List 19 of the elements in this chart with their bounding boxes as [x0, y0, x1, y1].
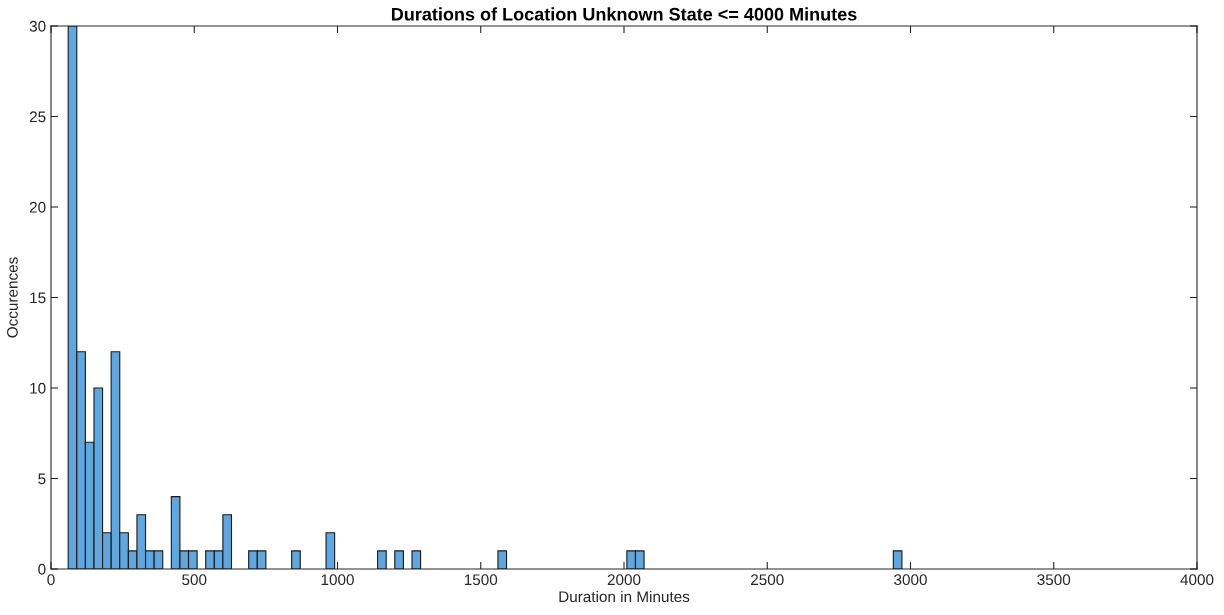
y-tick-label: 5 — [38, 473, 46, 485]
x-tick-label: 1000 — [321, 574, 354, 586]
x-tick-label: 2000 — [607, 574, 641, 586]
x-tick-label: 0 — [47, 574, 55, 586]
y-axis-title: Occurences — [6, 257, 18, 338]
y-tick-label: 20 — [29, 201, 46, 213]
x-tick-label: 3000 — [894, 574, 927, 586]
chart-title: Durations of Location Unknown State <= 4000 Minutes — [391, 7, 857, 21]
x-tick-label: 1500 — [464, 574, 498, 586]
y-tick-label: 30 — [29, 20, 46, 32]
x-tick-label: 2500 — [751, 574, 784, 586]
y-tick-label: 15 — [30, 292, 46, 304]
x-tick-label: 4000 — [1180, 574, 1214, 586]
y-tick-label: 25 — [29, 111, 46, 123]
y-tick-label: 0 — [38, 563, 46, 575]
x-tick-label: 3500 — [1037, 574, 1071, 586]
x-tick-label: 500 — [182, 574, 207, 586]
x-axis-title: Duration in Minutes — [559, 590, 690, 603]
y-tick-label: 10 — [30, 382, 46, 394]
